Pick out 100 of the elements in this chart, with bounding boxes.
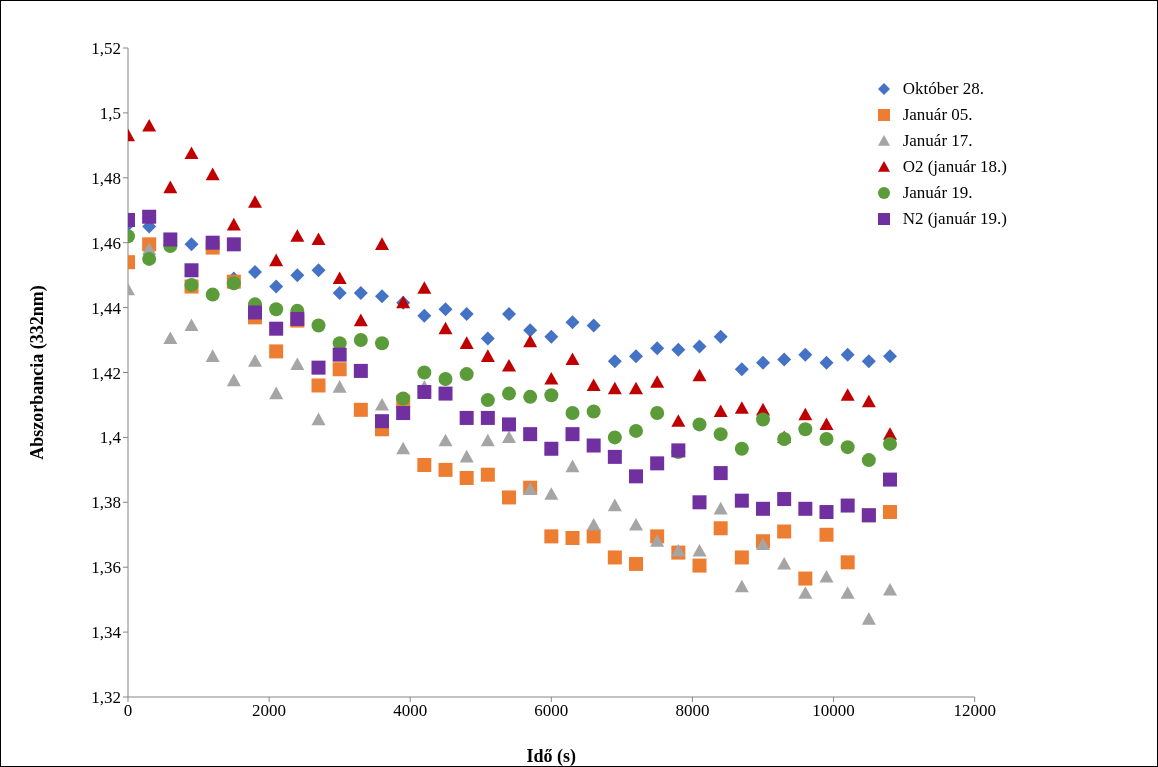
point <box>565 459 580 473</box>
point <box>353 286 368 300</box>
point <box>734 493 749 508</box>
point <box>798 586 813 599</box>
point <box>142 118 157 132</box>
point <box>311 378 326 393</box>
point <box>290 268 305 283</box>
y-tick-label: 1,32 <box>91 688 121 708</box>
legend-label: Január 17. <box>902 130 973 152</box>
point <box>586 378 601 392</box>
point <box>375 414 389 429</box>
y-tick-label: 1,48 <box>91 168 121 188</box>
point <box>459 367 474 382</box>
point <box>544 441 559 456</box>
point <box>396 441 411 455</box>
point <box>692 558 707 573</box>
point <box>734 401 749 414</box>
point <box>311 412 326 426</box>
point <box>819 355 834 370</box>
point <box>713 521 728 536</box>
point <box>375 336 389 351</box>
point <box>671 414 686 427</box>
point <box>438 371 453 386</box>
point <box>226 217 241 231</box>
point <box>438 321 453 335</box>
point <box>565 531 580 545</box>
x-tick-label: 6000 <box>534 701 569 721</box>
point <box>459 449 474 463</box>
point <box>883 505 898 520</box>
point <box>819 432 834 447</box>
point <box>629 423 643 438</box>
point <box>840 498 855 513</box>
point <box>269 386 284 400</box>
point <box>713 427 728 442</box>
point <box>205 287 220 302</box>
x-tick-label: 10000 <box>812 701 855 721</box>
point <box>544 388 559 403</box>
point <box>311 263 326 278</box>
point <box>861 394 876 408</box>
point <box>798 571 813 586</box>
point <box>438 302 453 317</box>
point <box>607 430 622 445</box>
point <box>459 470 474 485</box>
point <box>565 427 580 442</box>
point <box>502 386 516 401</box>
point <box>480 349 495 362</box>
point <box>798 501 813 516</box>
point <box>629 349 643 364</box>
y-tick-label: 1,5 <box>99 103 121 123</box>
point <box>692 339 707 354</box>
point <box>205 235 220 250</box>
point <box>417 384 432 399</box>
point <box>586 404 601 419</box>
y-tick-label: 1,34 <box>91 623 122 643</box>
point <box>523 323 538 338</box>
point <box>290 357 305 370</box>
point <box>734 362 749 377</box>
point <box>480 410 495 425</box>
point <box>502 417 516 432</box>
point <box>226 237 241 252</box>
point <box>756 412 770 427</box>
point <box>883 472 898 487</box>
point <box>417 365 432 380</box>
x-tick-label: 8000 <box>675 701 710 721</box>
y-tick-label: 1,4 <box>99 428 122 448</box>
point <box>777 492 792 507</box>
point <box>756 355 770 370</box>
point <box>840 440 855 455</box>
point <box>523 334 538 348</box>
y-tick-label: 1,36 <box>91 558 121 578</box>
point <box>480 393 495 408</box>
point <box>353 333 368 348</box>
point <box>163 331 178 345</box>
point <box>269 279 284 294</box>
point <box>459 307 474 322</box>
point <box>565 406 580 421</box>
point <box>523 389 538 404</box>
point <box>205 167 220 181</box>
point <box>861 354 876 369</box>
point <box>142 251 157 266</box>
point <box>798 407 813 421</box>
point <box>459 336 474 349</box>
point <box>819 569 834 583</box>
point <box>248 305 262 320</box>
point <box>629 381 643 395</box>
legend-label: Október 28. <box>902 78 984 100</box>
point <box>650 375 665 388</box>
point <box>184 237 199 252</box>
point <box>438 386 453 401</box>
point <box>480 433 495 447</box>
point <box>798 347 813 362</box>
point <box>734 550 749 565</box>
point <box>523 427 538 442</box>
point <box>629 518 643 531</box>
point <box>480 331 495 346</box>
point <box>692 543 707 557</box>
point <box>883 582 897 596</box>
legend-label: Január 05. <box>902 104 973 126</box>
y-tick-label: 1,52 <box>91 39 121 59</box>
point <box>417 457 432 472</box>
